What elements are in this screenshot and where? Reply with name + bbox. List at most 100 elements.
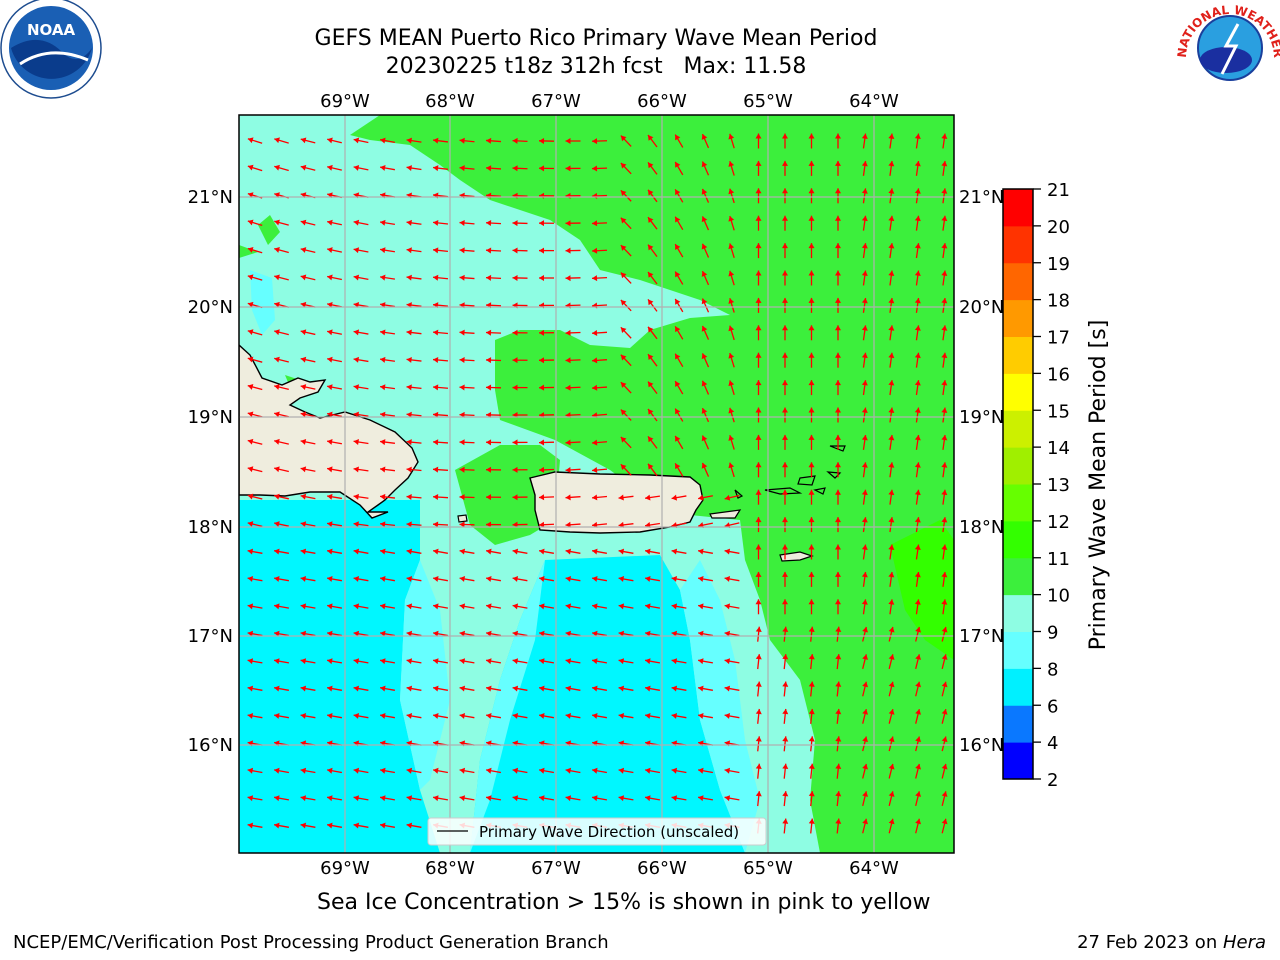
wave-arrow xyxy=(512,384,528,391)
wave-arrow xyxy=(274,658,289,665)
wave-arrow xyxy=(406,329,422,336)
wave-arrow xyxy=(592,795,607,802)
wave-arrow xyxy=(698,685,713,692)
wave-arrow xyxy=(327,603,342,610)
wave-arrow xyxy=(406,274,422,281)
wave-arrow xyxy=(888,626,895,642)
wave-arrow xyxy=(941,160,948,176)
wave-arrow xyxy=(914,325,921,341)
wave-arrow xyxy=(247,274,263,281)
wave-arrow xyxy=(512,220,528,227)
wave-arrow xyxy=(861,133,868,149)
wave-arrow xyxy=(512,329,528,336)
wave-arrow xyxy=(274,329,289,336)
colorbar-tick-label: 13 xyxy=(1047,475,1070,496)
wave-arrow xyxy=(459,630,475,637)
wave-arrow xyxy=(728,435,735,450)
wave-arrow xyxy=(701,462,710,477)
colorbar-tick-label: 18 xyxy=(1047,291,1070,312)
wave-arrow xyxy=(512,247,528,254)
colorbar-tick-label: 21 xyxy=(1047,180,1070,201)
wave-arrow xyxy=(353,384,369,391)
wave-arrow xyxy=(835,626,842,642)
wave-arrow xyxy=(782,215,788,231)
wave-arrow xyxy=(618,630,634,637)
wave-arrow xyxy=(674,353,684,368)
colorbar-tick-label: 17 xyxy=(1047,328,1070,349)
wave-arrow xyxy=(701,380,710,395)
wave-arrow xyxy=(327,164,342,171)
wave-arrow xyxy=(247,767,263,774)
wave-arrow xyxy=(485,274,502,281)
wave-arrow xyxy=(674,134,684,148)
wave-arrow xyxy=(406,576,422,582)
colorbar-segment xyxy=(1003,299,1033,337)
wave-arrow xyxy=(459,137,475,144)
top-lon-label: 64°W xyxy=(849,91,899,112)
wave-arrow xyxy=(379,329,396,336)
wave-arrow xyxy=(808,708,815,724)
wave-arrow xyxy=(861,407,868,423)
wave-arrow xyxy=(274,356,289,363)
wave-arrow xyxy=(300,411,316,418)
wave-arrow xyxy=(755,708,762,724)
wave-arrow xyxy=(941,681,948,697)
wave-arrow xyxy=(755,791,762,807)
noaa-logo: NOAA xyxy=(0,0,102,99)
wave-arrow xyxy=(888,188,895,204)
colorbar-segment xyxy=(1003,225,1033,264)
top-lon-label: 68°W xyxy=(425,91,475,112)
wave-arrow xyxy=(512,576,528,582)
wave-arrow xyxy=(755,380,762,396)
wave-arrow xyxy=(353,411,369,418)
wave-arrow xyxy=(300,795,316,802)
wave-arrow xyxy=(327,685,342,692)
wave-arrow xyxy=(618,603,634,610)
wave-arrow xyxy=(755,160,762,176)
wave-arrow xyxy=(914,462,921,478)
wave-arrow xyxy=(618,767,634,774)
wave-arrow xyxy=(835,434,841,450)
wave-arrow xyxy=(512,137,528,144)
wave-arrow xyxy=(698,630,713,637)
wave-arrow xyxy=(647,408,658,422)
wave-arrow xyxy=(459,548,475,555)
wave-arrow xyxy=(406,411,422,418)
colorbar-tick-label: 12 xyxy=(1047,512,1070,533)
wave-arrow xyxy=(861,380,868,396)
wave-arrow xyxy=(327,795,342,802)
wave-arrow xyxy=(539,630,554,637)
wave-arrow xyxy=(486,767,501,774)
wave-arrow xyxy=(618,658,634,665)
wave-arrow xyxy=(647,353,658,367)
wave-arrow xyxy=(485,466,502,473)
colorbar-label: Primary Wave Mean Period [s] xyxy=(1086,320,1111,651)
wave-arrow xyxy=(538,384,555,391)
wave-arrow xyxy=(755,681,762,697)
wave-arrow xyxy=(353,329,369,336)
wave-arrow xyxy=(274,274,289,281)
colorbar-segment xyxy=(1003,336,1033,374)
wave-arrow xyxy=(353,521,369,528)
wave-arrow xyxy=(755,270,762,286)
wave-arrow xyxy=(327,548,342,555)
wave-arrow xyxy=(459,274,475,281)
wave-arrow xyxy=(941,571,948,587)
wave-arrow xyxy=(755,434,762,450)
wave-arrow xyxy=(433,576,448,582)
wave-arrow xyxy=(327,630,342,637)
wave-arrow xyxy=(618,685,634,692)
wave-arrow xyxy=(888,544,895,560)
wave-arrow xyxy=(353,576,369,582)
wave-arrow xyxy=(618,576,634,582)
wave-arrow xyxy=(618,713,634,719)
wave-arrow xyxy=(915,763,922,779)
bottom-lon-label: 65°W xyxy=(743,858,793,879)
wave-arrow xyxy=(862,681,869,697)
wave-arrow xyxy=(380,576,395,582)
wave-arrow xyxy=(808,654,815,670)
wave-arrow xyxy=(565,658,581,665)
wave-arrow xyxy=(647,299,658,312)
puerto-rico-land xyxy=(529,471,704,534)
wave-arrow xyxy=(755,599,762,615)
